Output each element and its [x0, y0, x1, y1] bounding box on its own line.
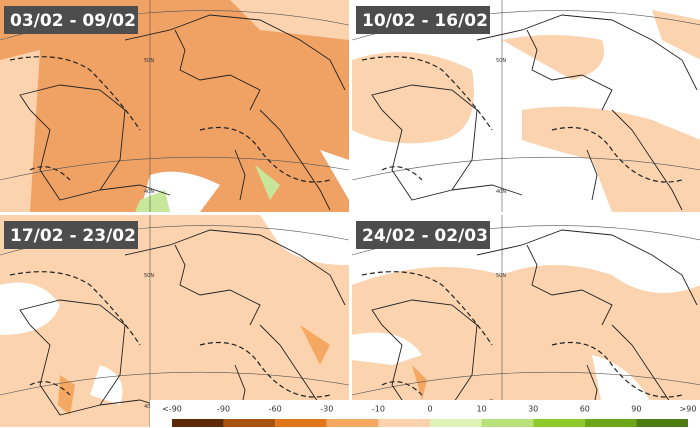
anomaly-area — [0, 0, 349, 212]
legend-label: -90 — [217, 405, 230, 414]
legend-label: >90 — [680, 405, 697, 414]
legend-label: 10 — [477, 405, 487, 414]
legend-swatch — [636, 419, 688, 427]
anomaly-area — [140, 150, 349, 212]
latitude-label: 40N — [496, 189, 506, 195]
map-panel: 50N40N24/02 - 02/03 — [351, 214, 700, 428]
legend-swatch — [481, 419, 534, 427]
latitude-label: 50N — [144, 273, 154, 279]
anomaly-area — [352, 10, 700, 212]
legend-swatch — [326, 419, 379, 427]
panel-title: 03/02 - 09/02 — [10, 11, 136, 31]
legend-label: 90 — [631, 405, 641, 414]
panel-title: 17/02 - 23/02 — [10, 226, 136, 246]
legend-label: 0 — [427, 405, 432, 414]
legend-label: -30 — [320, 405, 333, 414]
anomaly-area — [135, 165, 280, 212]
legend-swatch — [584, 419, 637, 427]
legend-label: -10 — [372, 405, 385, 414]
latitude-label: 40N — [144, 189, 154, 195]
legend-label: 30 — [528, 405, 538, 414]
legend-swatch — [223, 419, 276, 427]
legend: <-90 -90 -60 -30 -10 0 10 30 60 90 >90 — [150, 400, 700, 428]
latitude-label: 40N — [144, 404, 154, 410]
map-panel: 50N 40N 10/02 - 16/02 — [351, 0, 700, 213]
latitude-label: 50N — [496, 273, 506, 279]
title-box — [356, 6, 490, 34]
legend-swatch — [275, 419, 327, 427]
title-box — [4, 6, 138, 34]
map-panel: 50N 40N 17/02 - 23/02 — [0, 214, 350, 428]
legend-swatch — [533, 419, 585, 427]
panel-title: 24/02 - 02/03 — [362, 226, 488, 246]
anomaly-area — [352, 215, 700, 405]
legend-swatch — [430, 419, 482, 427]
title-box — [4, 221, 138, 249]
legend-label: -60 — [269, 405, 282, 414]
legend-label: 60 — [580, 405, 590, 414]
anomaly-area — [412, 365, 427, 400]
panel-title: 10/02 - 16/02 — [362, 11, 488, 31]
legend-swatch — [378, 419, 430, 427]
latitude-label: 50N — [144, 58, 154, 64]
map-panel: 50N 40N 03/02 - 09/02 — [0, 0, 350, 213]
legend-label: <-90 — [162, 405, 182, 414]
legend-swatch — [172, 419, 224, 427]
latitude-label: 50N — [496, 58, 506, 64]
title-box — [356, 221, 490, 249]
